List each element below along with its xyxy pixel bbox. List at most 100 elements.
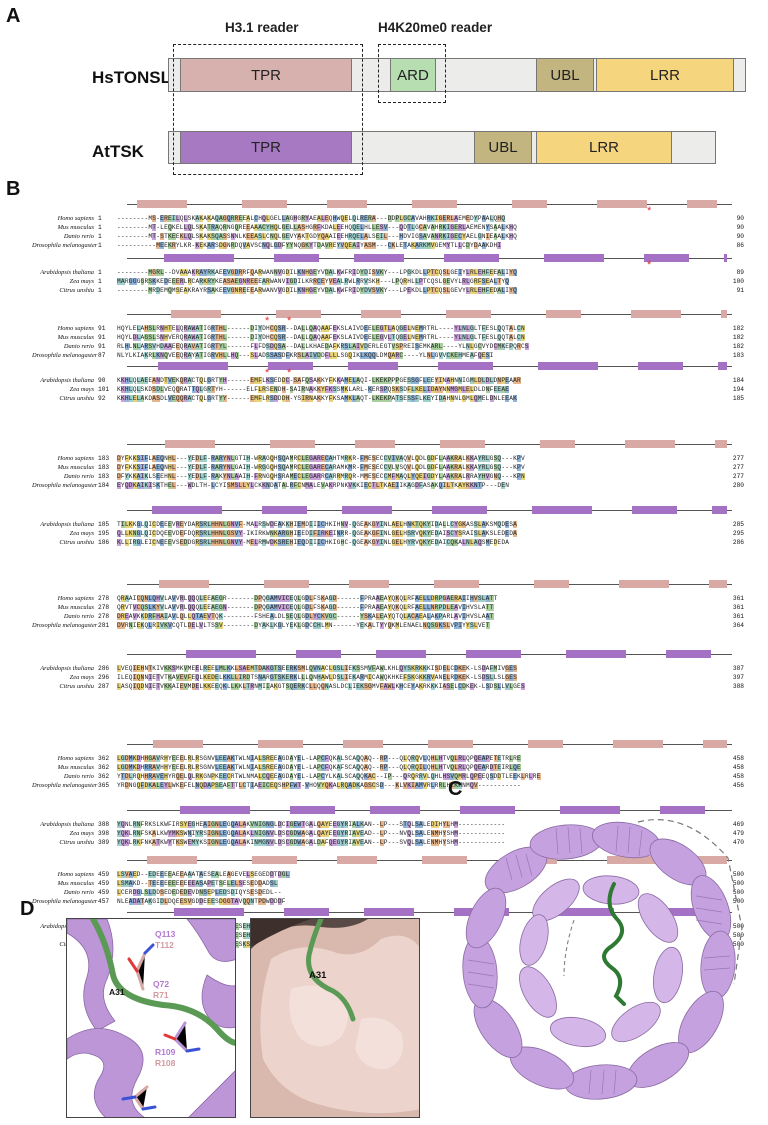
- residue: E: [379, 613, 384, 620]
- residue: G: [289, 821, 294, 828]
- residue: E: [250, 278, 255, 285]
- residue: V: [446, 755, 451, 762]
- residue: I: [368, 674, 372, 681]
- residue: E: [273, 764, 278, 771]
- residue: A: [309, 386, 314, 393]
- residue: A: [481, 613, 486, 620]
- residue: K: [344, 482, 349, 489]
- residue: H: [497, 215, 502, 222]
- residue: R: [175, 821, 180, 828]
- residue: K: [132, 764, 137, 771]
- residue: D: [277, 613, 282, 620]
- residue: N: [156, 539, 161, 546]
- residue: V: [183, 665, 188, 672]
- residue: L: [509, 683, 514, 690]
- residue: T: [364, 395, 368, 402]
- residue: I: [364, 377, 368, 384]
- residue: S: [434, 665, 439, 672]
- residue: L: [466, 334, 470, 341]
- residue: M: [258, 683, 263, 690]
- residue: E: [211, 683, 216, 690]
- residue: D: [167, 889, 172, 896]
- residue: L: [462, 464, 467, 471]
- residue: E: [242, 215, 247, 222]
- residue: E: [430, 539, 435, 546]
- residue: S: [426, 482, 431, 489]
- residue: I: [501, 764, 506, 771]
- residue: E: [246, 233, 251, 240]
- residue: E: [269, 764, 274, 771]
- residue: P: [438, 613, 443, 620]
- hstonsl-ard-domain: ARD: [390, 58, 436, 92]
- residue: A: [226, 871, 231, 878]
- residue: N: [226, 224, 231, 231]
- residue: R: [344, 278, 349, 285]
- residue: A: [391, 352, 396, 359]
- residue: I: [458, 269, 463, 276]
- residue: H: [293, 215, 298, 222]
- residue: -: [207, 473, 212, 480]
- residue: T: [195, 871, 200, 878]
- residue: -: [356, 455, 361, 462]
- residue: S: [332, 683, 337, 690]
- residue: I: [297, 386, 302, 393]
- residue: A: [430, 233, 435, 240]
- residue: G: [305, 839, 310, 846]
- residue: A: [328, 224, 333, 231]
- residue: H: [222, 377, 227, 384]
- residue: N: [207, 773, 212, 780]
- residue: -: [391, 287, 396, 294]
- residue: M: [493, 665, 498, 672]
- residue: L: [234, 674, 239, 681]
- residue: Y: [218, 395, 223, 402]
- residue: -: [230, 334, 235, 341]
- residue: E: [179, 764, 184, 771]
- residue: A: [136, 898, 141, 905]
- residue: Y: [317, 233, 321, 240]
- residue: N: [309, 395, 314, 402]
- residue: Y: [117, 830, 121, 837]
- residue: L: [320, 215, 325, 222]
- residue: H: [438, 839, 443, 846]
- residue: -: [230, 386, 235, 393]
- residue: C: [152, 521, 157, 528]
- residue: S: [238, 880, 243, 887]
- residue: A: [481, 215, 486, 222]
- residue: V: [418, 755, 423, 762]
- residue: L: [407, 334, 412, 341]
- residue: K: [171, 224, 176, 231]
- residue: G: [230, 269, 235, 276]
- residue: S: [293, 377, 298, 384]
- residue: -: [336, 613, 341, 620]
- residue: R: [211, 455, 216, 462]
- residue: I: [352, 269, 357, 276]
- residue: Q: [352, 539, 357, 546]
- residue: L: [387, 521, 392, 528]
- residue: E: [497, 755, 502, 762]
- residue: E: [164, 889, 168, 896]
- residue: K: [199, 233, 204, 240]
- residue: M: [426, 242, 431, 249]
- residue: R: [348, 269, 353, 276]
- ss-helix-bar: [666, 650, 711, 658]
- residue: Q: [144, 521, 149, 528]
- residue: L: [297, 604, 302, 611]
- residue: Y: [387, 613, 392, 620]
- end-position: 469: [732, 821, 744, 828]
- residue: L: [199, 674, 204, 681]
- residue: N: [262, 242, 267, 249]
- residue: S: [336, 665, 341, 672]
- residue: S: [473, 530, 478, 537]
- residue: E: [167, 521, 172, 528]
- residue: V: [505, 683, 510, 690]
- residue: C: [462, 242, 467, 249]
- ss-helix-bar: [540, 440, 575, 448]
- residue: E: [505, 530, 510, 537]
- residue: E: [313, 269, 318, 276]
- residue: G: [301, 604, 306, 611]
- ss-coil-line: [127, 510, 732, 511]
- residue: E: [203, 595, 208, 602]
- ss-helix-bar: [428, 740, 473, 748]
- ss-helix-bar: [554, 908, 614, 916]
- residue: V: [207, 613, 212, 620]
